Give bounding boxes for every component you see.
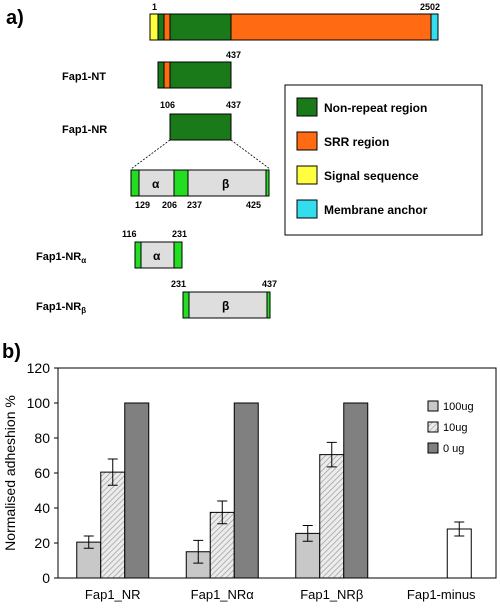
nra-domain-label: α [153,249,161,263]
nonrepeat-segment-start [157,13,165,41]
full-protein-bar: 1 2502 [149,2,440,41]
y-tick-label: 40 [34,500,50,516]
nr-end-label: 437 [226,100,241,110]
nonrepeat-segment [169,13,232,41]
bar-control [446,528,472,579]
legend-swatch [296,165,318,185]
construct-name: Fap1-NT [62,71,106,83]
detail-pos-129: 129 [135,200,150,210]
adhesion-bar-chart: 0 20 40 60 80 100 120 Fap1_NR Fap1_NRα Fap1_NRβ Fa… [27,360,497,602]
y-tick-label: 80 [34,430,50,446]
legend-box [284,84,483,236]
nrb-green-left [182,291,190,319]
construct-name: Fap1-NRα [36,251,86,265]
legend-swatch [296,199,318,219]
legend-label: SRR region [324,135,389,149]
nra-green-right [173,241,183,269]
nrb-domain-label: β [222,299,229,313]
legend-swatch [427,421,439,433]
panel-b-label: b) [2,341,21,363]
bar [233,402,259,579]
legend-label: Non-repeat region [324,101,427,115]
nt-nonrepeat-segment [169,61,232,89]
nr-nonrepeat-segment [169,113,232,141]
membrane-anchor-segment [430,13,439,41]
bar [124,402,150,579]
detail-green-mid [173,169,189,197]
subscript: β [81,306,86,315]
nra-end-label: 231 [172,229,187,239]
legend-item-srr: SRR region [296,131,389,151]
y-tick-label: 20 [34,535,50,551]
detail-green-left [130,169,140,197]
full-end-label: 2502 [420,2,440,12]
nrb-end-label: 437 [262,279,277,289]
x-tick-label: Fap1-minus [407,587,476,602]
nt-end-label: 437 [226,50,241,60]
nra-green-left [134,241,142,269]
bar [319,454,345,579]
srr-segment [230,13,432,41]
nt-signal-segment [157,61,165,89]
panel-a-label: a) [6,7,24,29]
detail-beta-domain [187,169,267,197]
bar [343,402,369,579]
nra-start-label: 116 [122,229,137,239]
subscript: α [81,256,86,265]
detail-green-right [265,169,270,197]
legend-a: Non-repeat region SRR region Signal sequ… [284,84,483,236]
y-tick-label: 60 [34,465,50,481]
zoom-line-left [130,139,171,170]
y-axis-title: Normalised adheshion % [2,395,18,551]
detail-pos-237: 237 [187,200,202,210]
legend-item-signal: Signal sequence [296,165,419,185]
construct-name: Fap1-NR [62,124,107,136]
srr-small-segment [163,13,171,41]
legend-swatch [296,97,318,117]
nra-alpha-domain [140,241,175,269]
legend-label: 0 ug [443,443,464,455]
detail-pos-425: 425 [246,200,261,210]
nrb-green-right [266,291,271,319]
nr-domain-detail: α β 129 206 237 425 [130,169,270,210]
legend-label: Membrane anchor [324,203,428,217]
detail-pos-206: 206 [162,200,177,210]
construct-fap1-nr: Fap1-NR 106 437 [62,100,271,170]
legend-swatch [427,442,439,454]
bar [100,471,126,579]
x-tick-label: Fap1_NRα [191,587,255,602]
y-tick-label: 120 [27,360,51,376]
construct-fap1-nr-alpha: Fap1-NRα α 116 231 [36,229,187,269]
x-tick-label: Fap1_NR [85,587,141,602]
full-start-label: 1 [152,2,157,12]
legend-swatch [296,131,318,151]
detail-beta-label: β [222,177,229,191]
construct-fap1-nt: Fap1-NT 437 [62,50,241,89]
legend-label: 10ug [443,422,467,434]
nt-srr-segment [163,61,171,89]
detail-alpha-label: α [152,177,160,191]
panel-a: a) 1 2502 Fap1-NT 437 Fap1-NR 106 437 [6,2,483,319]
detail-alpha-domain [138,169,175,197]
legend-item-anchor: Membrane anchor [296,199,428,219]
x-tick-label: Fap1_NRβ [300,587,363,602]
y-tick-label: 0 [42,570,50,586]
panel-b: b) Normalised adheshion % 0 20 40 60 80 100 12… [2,341,497,602]
legend-label: 100ug [443,401,474,413]
construct-fap1-nr-beta: Fap1-NRβ β 231 437 [36,279,277,319]
nrb-start-label: 231 [171,279,186,289]
y-tick-label: 100 [27,395,51,411]
signal-sequence-segment [149,13,159,41]
legend-label: Signal sequence [324,169,419,183]
legend-item-nonrepeat: Non-repeat region [296,97,427,117]
legend-swatch [427,400,439,412]
construct-name: Fap1-NRβ [36,301,86,315]
zoom-line-right [230,139,271,170]
nr-start-label: 106 [160,100,175,110]
